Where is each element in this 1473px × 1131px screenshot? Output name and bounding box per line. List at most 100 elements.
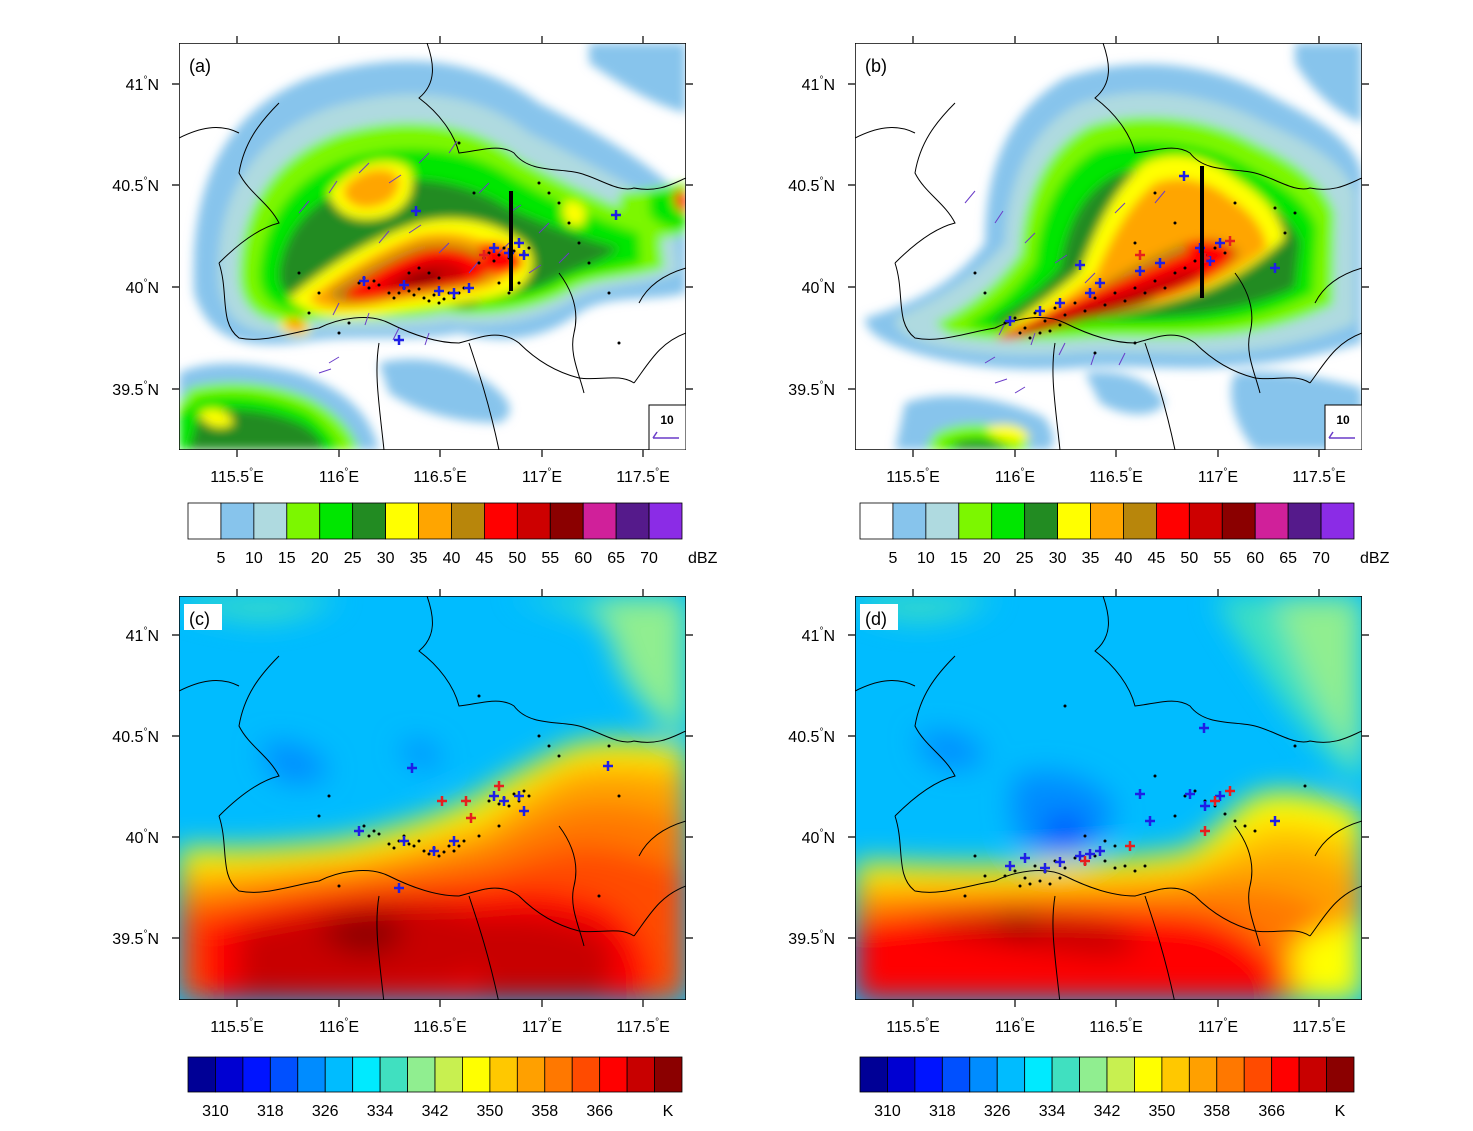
colorbar-unit: dBZ (688, 550, 718, 567)
colorbar-swatch (286, 502, 321, 540)
colorbar-swatch (1287, 502, 1322, 540)
colorbar-swatch (859, 1056, 888, 1093)
lon-tick-label: 115.5°E (886, 1017, 940, 1036)
colorbar-label: 318 (257, 1103, 284, 1120)
colorbar-swatch (1161, 1056, 1190, 1093)
tick-marks (848, 36, 1369, 457)
colorbar-theta_e: 310 318 326 334 342 350 358 366 K (187, 1056, 683, 1120)
lat-tick-label: 40°N (802, 278, 835, 297)
panel-label-d: (d) (865, 609, 887, 629)
lat-tick-label: 39.5°N (788, 929, 835, 948)
colorbar-swatch (648, 502, 683, 540)
tick-marks (172, 589, 693, 1007)
lat-tick-label: 41°N (802, 75, 835, 94)
colorbar-label: 45 (476, 550, 494, 567)
lon-tick-label: 116.5°E (1089, 1017, 1143, 1036)
colorbar-swatch (958, 502, 993, 540)
axis-ticks-3: 115.5°E 116°E 116.5°E 117°E 117.5°E 41°N 40.5°… (788, 589, 1369, 1036)
colorbar-swatch (220, 502, 255, 540)
colorbar-label: 30 (377, 550, 395, 567)
colorbar-swatch (859, 502, 894, 540)
lon-tick-label: 115.5°E (210, 1017, 264, 1036)
colorbar-swatch (991, 502, 1026, 540)
lon-tick-label: 117.5°E (616, 467, 670, 486)
colorbar-label: 366 (586, 1103, 613, 1120)
colorbar-label: 334 (367, 1103, 394, 1120)
colorbar-swatch (599, 1056, 628, 1093)
lon-tick-label: 117.5°E (1292, 1017, 1346, 1036)
colorbar-swatch (925, 502, 960, 540)
colorbar-label: 326 (312, 1103, 339, 1120)
lon-tick-label: 117°E (1198, 1017, 1238, 1036)
colorbar-swatch (1188, 502, 1223, 540)
colorbar-swatch (549, 502, 584, 540)
colorbar-swatch (516, 502, 551, 540)
lat-tick-label: 40°N (802, 828, 835, 847)
colorbar-swatch (352, 502, 386, 540)
colorbar-swatch (1134, 1056, 1163, 1093)
colorbar-reflectivity: 5 10 15 20 25 30 35 40 45 50 55 60 65 70 dBZ (859, 502, 1390, 567)
lat-tick-label: 39.5°N (788, 380, 835, 399)
colorbar-swatch (1243, 1056, 1273, 1093)
scale-box-a (648, 404, 686, 450)
colorbar-swatch (1123, 502, 1157, 540)
colorbar-unit: dBZ (1360, 550, 1390, 567)
colorbar-swatch (582, 502, 617, 540)
colorbar-swatch (215, 1056, 244, 1093)
colorbar-swatch (1090, 502, 1124, 540)
panel-b: (b) 10 (855, 43, 1362, 450)
colorbar-swatch (418, 502, 452, 540)
colorbar-label: 15 (950, 550, 968, 567)
colorbar-swatch (887, 1056, 916, 1093)
tick-marks (172, 36, 693, 457)
panel-label-box-d (860, 604, 898, 630)
colorbar-label: 15 (278, 550, 296, 567)
colorbar-label: 334 (1039, 1103, 1066, 1120)
axis-ticks-1: 115.5°E 116°E 116.5°E 117°E 117.5°E 41°N 40.5°… (788, 36, 1369, 486)
theta-e-map-d: (d) (855, 596, 1362, 1000)
colorbar-swatch (253, 502, 288, 540)
colorbar-label: 5 (888, 550, 897, 567)
colorbar-label: 10 (245, 550, 263, 567)
wind-barbs-b (964, 190, 1166, 394)
colorbar-swatch (1271, 1056, 1300, 1093)
colorbar-swatch (996, 1056, 1026, 1093)
lat-tick-label: 40°N (126, 828, 159, 847)
colorbar-label: 20 (311, 550, 329, 567)
colorbar-swatch (1298, 1056, 1327, 1093)
colorbar-swatch (654, 1056, 683, 1093)
colorbar-swatch (385, 502, 419, 540)
colorbar-label: 25 (1016, 550, 1034, 567)
colorbar-swatch (324, 1056, 354, 1093)
colorbar-swatch (297, 1056, 326, 1093)
colorbar-swatch (1216, 1056, 1245, 1093)
reflectivity-map-b: (b) 10 (855, 43, 1362, 450)
lon-tick-label: 117°E (1198, 467, 1238, 486)
panel-label-box-a (184, 51, 222, 77)
lightning-points-d (963, 704, 1307, 898)
lon-tick-label: 115.5°E (886, 467, 940, 486)
colorbar-swatch (1106, 1056, 1135, 1093)
lightning-crosses-d (1005, 723, 1280, 873)
scale-box-b (1324, 404, 1362, 450)
colorbar-label: 65 (1279, 550, 1297, 567)
panel-label-box-b (860, 51, 898, 77)
colorbar-swatch (1320, 502, 1355, 540)
lat-tick-label: 40°N (126, 278, 159, 297)
colorbar-swatch (187, 1056, 216, 1093)
colorbar-swatch (187, 502, 222, 540)
colorbar-label: 20 (983, 550, 1001, 567)
colorbar-swatch (483, 502, 518, 540)
colorbar-label: 45 (1148, 550, 1166, 567)
colorbar-swatch (1024, 502, 1058, 540)
colorbar-label: 350 (477, 1103, 504, 1120)
colorbar-label: 366 (1258, 1103, 1285, 1120)
colorbar-label: 50 (1180, 550, 1198, 567)
colorbar-label: 350 (1149, 1103, 1176, 1120)
colorbar-swatch (941, 1056, 971, 1093)
colorbar-swatch (352, 1056, 381, 1093)
colorbar-label: 342 (422, 1103, 449, 1120)
colorbar-swatch (615, 502, 650, 540)
lat-tick-label: 41°N (802, 626, 835, 645)
colorbar-swatch (626, 1056, 655, 1093)
